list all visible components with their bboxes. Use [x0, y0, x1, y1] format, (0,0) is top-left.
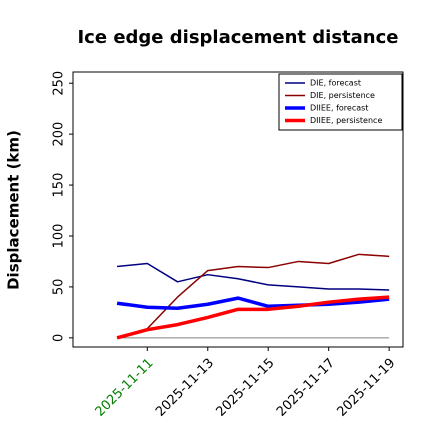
y-tick-label: 200 [52, 122, 67, 147]
x-tick-label: 2025-11-13 [153, 356, 217, 420]
plot-frame [72, 71, 404, 348]
x-tick-label: 2025-11-17 [274, 356, 338, 420]
legend-label: DIE, persistence [310, 91, 375, 100]
y-tick-label: 150 [52, 173, 67, 198]
y-axis-label: Displacement (km) [5, 130, 23, 290]
y-tick-label: 250 [52, 71, 67, 96]
legend-label: DIE, forecast [310, 79, 361, 88]
chart-title: Ice edge displacement distance [77, 27, 398, 48]
legend-label: DIIEE, forecast [310, 104, 368, 113]
x-tick-label: 2025-11-11 [93, 356, 157, 420]
x-tick-label: 2025-11-15 [213, 356, 277, 420]
series-line [116, 295, 390, 340]
series-line [116, 296, 390, 311]
x-tick-label: 2025-11-19 [334, 356, 398, 420]
y-tick-label: 0 [52, 334, 67, 342]
series-line [116, 253, 390, 339]
series-line [117, 262, 390, 291]
y-tick-label: 100 [52, 224, 67, 249]
legend-label: DIIEE, persistence [310, 116, 382, 125]
y-tick-label: 50 [52, 279, 67, 296]
